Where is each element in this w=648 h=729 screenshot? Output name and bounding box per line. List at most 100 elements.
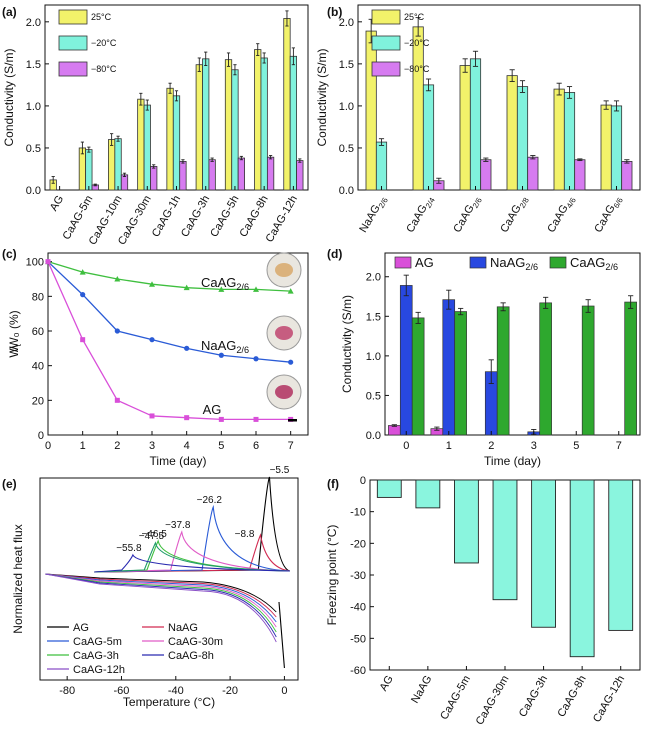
panel-label: (c) [2,247,17,261]
panel-f-xtick-label: CaAG-12h [591,674,627,725]
panel-b-bar [469,58,482,191]
panel-a-bar [254,49,262,191]
panel-a-bar [296,160,304,191]
panel-c-point [184,415,190,421]
panel-d-xtick-label: 1 [446,440,452,452]
panel-a-ytick-label: 1.0 [26,101,41,113]
panel-e-legend-label: CaAG-5m [73,636,122,648]
panel-c-xtick-label: 1 [80,440,86,452]
panel-e-dsc-curve [94,530,290,573]
panel-e-xtick-label: -80 [59,685,75,697]
panel-d-xlabel: Time (day) [484,454,541,468]
panel-a-bar [179,161,187,191]
panel-a-bar [237,157,245,191]
panel-b-bar [506,75,518,191]
panel-e-peak-label: −37.8 [165,520,191,531]
panel-e-peak-label: −26.2 [197,495,223,506]
panel-a-bar [289,55,298,191]
panel-label: (e) [2,477,17,491]
panel-f-ytick-label: -50 [350,633,366,645]
panel-a-legend-swatch [58,9,88,25]
panel-c-xlabel: Time (day) [150,454,207,468]
panel-c-series-label: CaAG2/6 [201,275,249,292]
panel-f-ytick-label: 0 [360,475,366,487]
panel-b-bar [480,159,492,191]
panel-d-xtick-label: 3 [531,440,537,452]
panel-f-ytick-label: -40 [350,602,366,614]
panel-e-peak-label: −55.8 [116,543,142,554]
panel-c-point [79,269,86,275]
panel-a-bar [231,69,239,191]
panel-e-peak-label: −5.5 [270,465,290,476]
panel-a-ytick-label: 1.5 [26,59,41,71]
panel-c-sample-gel [275,326,293,340]
panel-e-legend-label: CaAG-3h [73,650,119,662]
panel-e-dsc-curve [94,476,291,573]
panel-d-legend-label: AG [415,255,434,270]
panel-b-legend-label: −20°C [404,38,430,48]
panel-d-ytick-label: 0.0 [366,430,381,442]
panel-b-xtick-label: CaAG6/6 [592,194,624,236]
panel-label: (d) [327,247,342,261]
panel-b-xtick-label: CaAG2/4 [404,193,437,236]
panel-c-ytick-label: 0 [38,430,44,442]
panel-c-point [149,413,155,419]
panel-a-bar [114,138,122,191]
panel-f-xtick-label: CaAG-5m [438,674,473,722]
panel-b-bar [553,88,565,191]
panel-d-bar [442,299,456,436]
panel-a-ytick-label: 0.0 [26,185,41,197]
panel-e-peak-label: −47.5 [139,531,165,542]
panel-b-legend-label: 25°C [404,12,425,22]
panel-b-bar [516,86,529,191]
panel-f-bar [454,479,479,564]
panel-e-dsc-curve [94,533,290,573]
panel-e-heating-curve [45,573,277,618]
panel-f-bar [608,479,634,631]
panel-b-ytick-label: 1.5 [339,59,354,71]
panel-d-bar [581,305,595,436]
panel-e-peak-label: −46.5 [141,529,167,540]
panel-f-ytick-label: -10 [350,507,366,519]
panel-d-ytick-label: 1.0 [366,351,381,363]
panel-b-xtick-label: CaAG4/6 [545,194,577,236]
panel-c-ytick-label: 40 [32,361,44,373]
panel-c-xtick-label: 0 [45,440,51,452]
panel-c-xtick-label: 6 [253,440,259,452]
panel-e-xtick-label: -40 [168,685,184,697]
panel-f-xtick-label: AG [378,674,396,694]
panel-a-legend-swatch [58,35,88,51]
panel-e-dsc-curve [94,541,290,573]
panel-b-legend-label: −80°C [404,64,430,74]
panel-e-dsc-curve [94,553,290,573]
panel-e-xtick-label: -60 [114,685,130,697]
panel-d-ytick-label: 0.5 [366,390,381,402]
panel-a-ytick-label: 2.0 [26,17,41,29]
panel-f-ytick-label: -60 [350,665,366,677]
panel-b-ytick-label: 1.0 [339,101,354,113]
panel-b-bar [459,65,471,191]
panel-d-legend-label: CaAG2/6 [570,255,618,272]
panel-e-heating-curve [45,573,277,633]
panel-a-bar [266,156,275,191]
panel-e-legend-label: CaAG-8h [168,650,214,662]
panel-d-frame [384,252,641,436]
panel-f-ylabel: Freezing point (°C) [325,525,339,626]
panel-b-bar [600,104,612,191]
panel-a-bar [202,58,210,191]
panel-b-ylabel: Conductivity (S/m) [315,48,329,146]
panel-f-bar [415,479,441,509]
panel-c-xtick-label: 2 [114,440,120,452]
panel-c-point [218,286,225,292]
panel-d-bar [496,306,510,436]
panel-f-xtick-label: CaAG-3h [517,674,550,720]
panel-c-point [114,276,121,282]
panel-a-bar [108,139,116,191]
panel-b-ytick-label: 0.5 [339,143,354,155]
panel-c-point [149,281,155,287]
panel-a-bar [208,159,216,191]
panel-b-xtick-label: CaAG2/6 [451,194,483,236]
panel-a-bar [172,95,181,191]
panel-b-xtick-label: CaAG2/8 [498,194,530,236]
panel-e-heating-curve [45,573,277,643]
